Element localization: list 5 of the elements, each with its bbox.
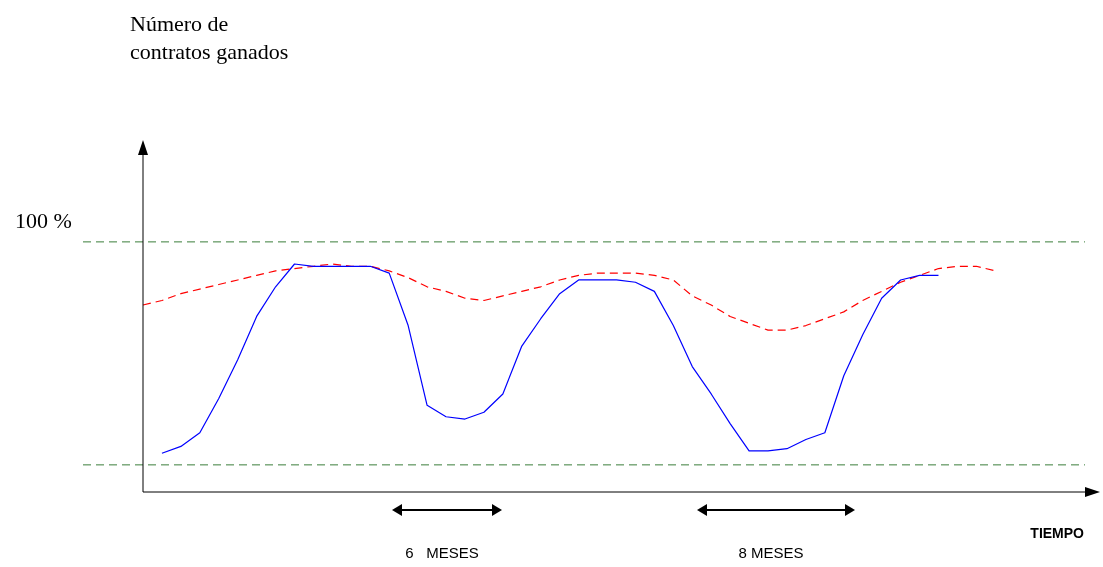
x-axis-title: TIEMPO bbox=[1030, 525, 1084, 541]
text: Número de contratos ganados bbox=[130, 10, 290, 66]
text: 6 MESES bbox=[405, 544, 479, 561]
text: 100 % bbox=[15, 208, 72, 234]
text: 8 MESES bbox=[738, 544, 804, 561]
